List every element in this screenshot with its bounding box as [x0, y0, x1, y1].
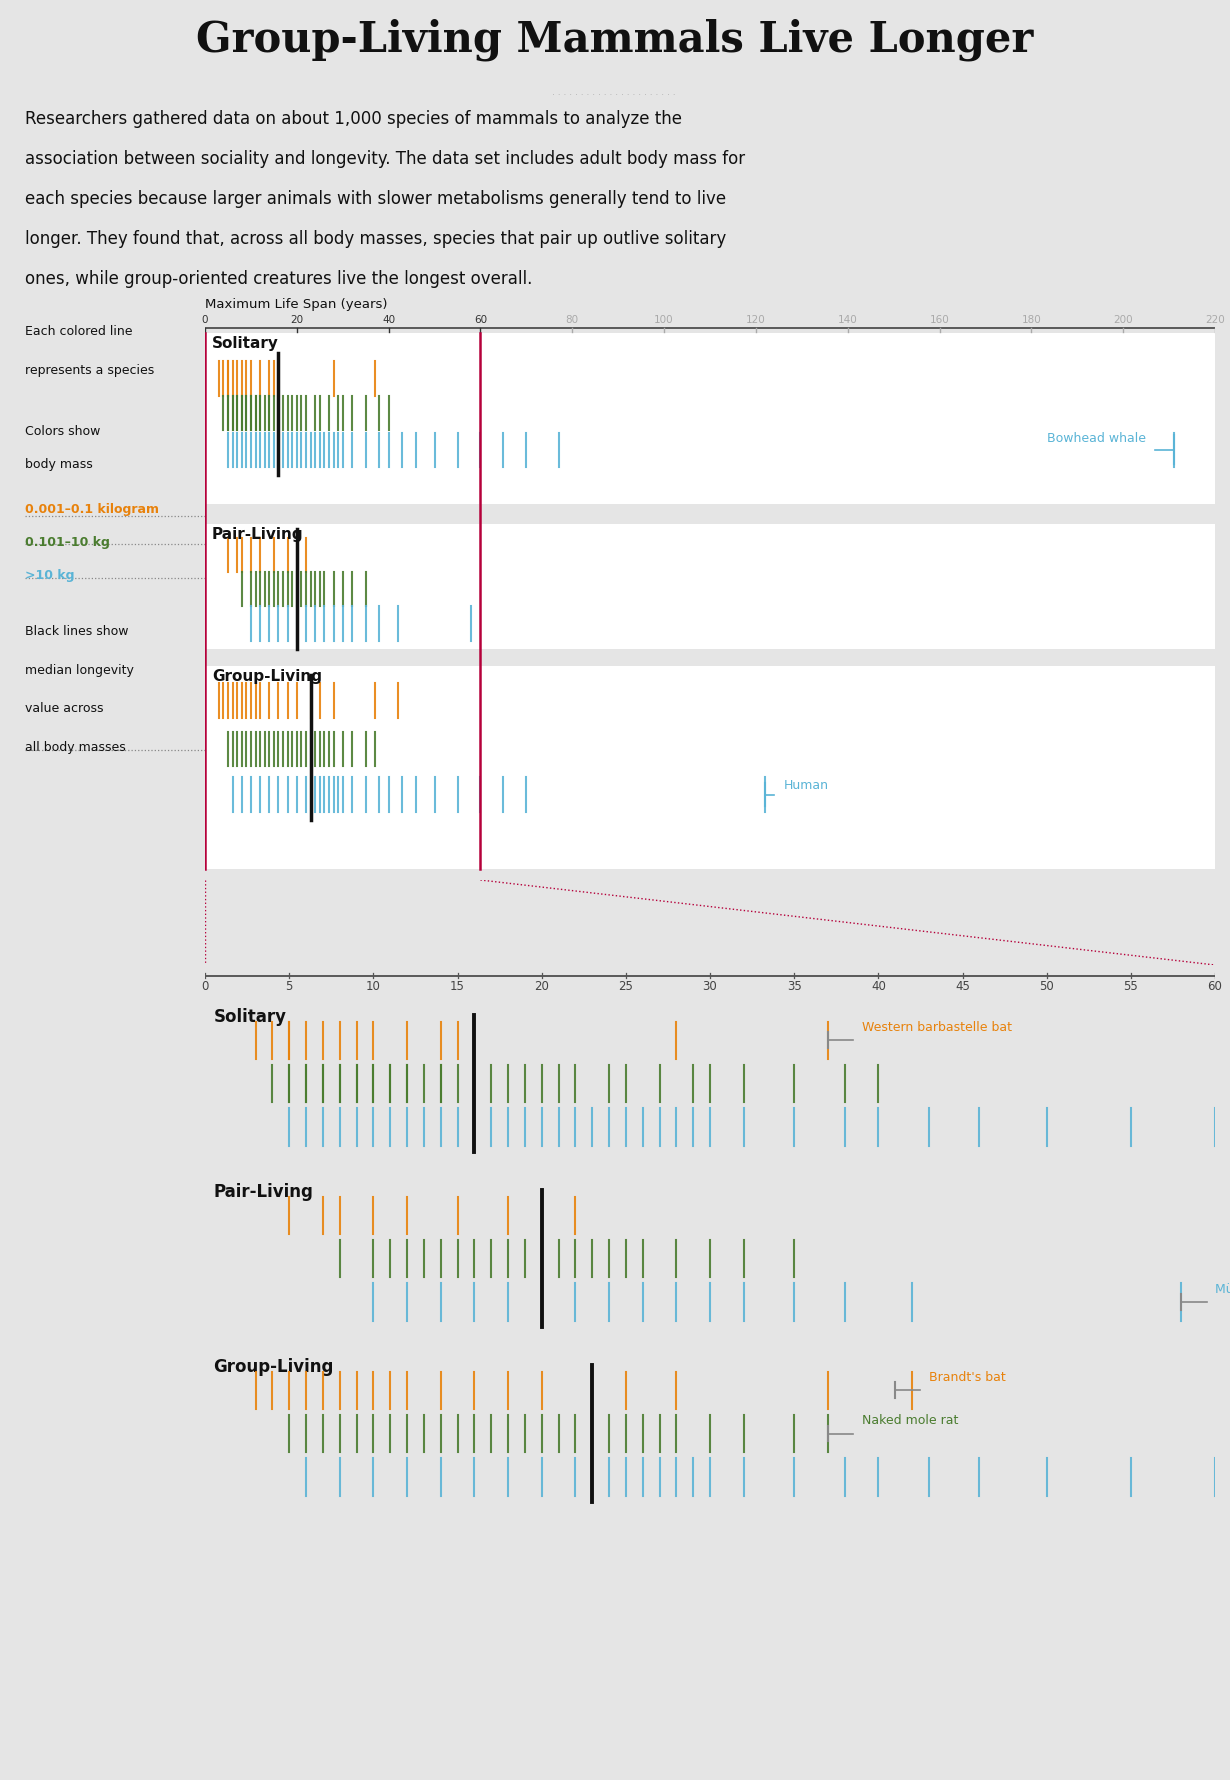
- Text: Pair-Living: Pair-Living: [214, 1182, 314, 1202]
- Text: 160: 160: [930, 315, 950, 326]
- Text: body mass: body mass: [25, 457, 92, 472]
- Text: Group-Living: Group-Living: [212, 669, 322, 684]
- Text: value across: value across: [25, 703, 103, 716]
- Text: 140: 140: [838, 315, 857, 326]
- Text: all body masses: all body masses: [25, 740, 125, 755]
- Text: 200: 200: [1113, 315, 1133, 326]
- Text: 30: 30: [702, 981, 717, 993]
- Text: Each colored line: Each colored line: [25, 326, 133, 338]
- Text: 35: 35: [787, 981, 802, 993]
- Text: · · · · · · · · · · · · · · · · · · · · · ·: · · · · · · · · · · · · · · · · · · · · …: [552, 91, 678, 100]
- Text: each species because larger animals with slower metabolisms generally tend to li: each species because larger animals with…: [25, 190, 726, 208]
- Text: 180: 180: [1021, 315, 1042, 326]
- Text: 0: 0: [202, 981, 209, 993]
- Text: Colors show: Colors show: [25, 425, 101, 438]
- Text: Western barbastelle bat: Western barbastelle bat: [861, 1022, 1011, 1034]
- Text: 20: 20: [290, 315, 304, 326]
- Text: Bowhead whale: Bowhead whale: [1047, 433, 1146, 445]
- Text: 40: 40: [383, 315, 395, 326]
- Text: 40: 40: [871, 981, 886, 993]
- Text: Group-Living: Group-Living: [214, 1358, 333, 1376]
- Text: ones, while group-oriented creatures live the longest overall.: ones, while group-oriented creatures liv…: [25, 271, 533, 288]
- Text: 80: 80: [566, 315, 579, 326]
- Text: 5: 5: [285, 981, 293, 993]
- Text: Researchers gathered data on about 1,000 species of mammals to analyze the: Researchers gathered data on about 1,000…: [25, 110, 681, 128]
- Text: 220: 220: [1205, 315, 1225, 326]
- Text: 50: 50: [1039, 981, 1054, 993]
- Text: Black lines show: Black lines show: [25, 625, 128, 637]
- Text: Maximum Life Span (years): Maximum Life Span (years): [205, 297, 387, 311]
- Text: Human: Human: [784, 778, 829, 792]
- Bar: [205, 666, 1215, 869]
- Text: association between sociality and longevity. The data set includes adult body ma: association between sociality and longev…: [25, 150, 745, 167]
- Text: 15: 15: [450, 981, 465, 993]
- Text: 55: 55: [1123, 981, 1138, 993]
- Text: Pair-Living: Pair-Living: [212, 527, 304, 541]
- Bar: [205, 523, 1215, 650]
- Bar: [205, 333, 1215, 504]
- Text: Solitary: Solitary: [212, 336, 279, 351]
- Text: 60: 60: [474, 315, 487, 326]
- Text: 0: 0: [202, 315, 208, 326]
- Text: 0.101–10 kg: 0.101–10 kg: [25, 536, 109, 548]
- Text: >10 kg: >10 kg: [25, 570, 75, 582]
- Text: 120: 120: [747, 315, 766, 326]
- Text: 60: 60: [1208, 981, 1223, 993]
- Text: Brandt's bat: Brandt's bat: [929, 1371, 1006, 1385]
- Text: Müller's gibbon: Müller's gibbon: [1215, 1283, 1230, 1296]
- Text: Solitary: Solitary: [214, 1007, 287, 1025]
- Text: 0.001–0.1 kilogram: 0.001–0.1 kilogram: [25, 502, 159, 516]
- Text: median longevity: median longevity: [25, 664, 134, 676]
- Text: represents a species: represents a species: [25, 363, 154, 377]
- Text: 100: 100: [654, 315, 674, 326]
- Text: Group-Living Mammals Live Longer: Group-Living Mammals Live Longer: [197, 20, 1033, 61]
- Text: 45: 45: [954, 981, 970, 993]
- Text: 20: 20: [534, 981, 549, 993]
- Text: longer. They found that, across all body masses, species that pair up outlive so: longer. They found that, across all body…: [25, 230, 726, 247]
- Text: 25: 25: [619, 981, 633, 993]
- Text: Naked mole rat: Naked mole rat: [861, 1415, 958, 1428]
- Text: 10: 10: [365, 981, 381, 993]
